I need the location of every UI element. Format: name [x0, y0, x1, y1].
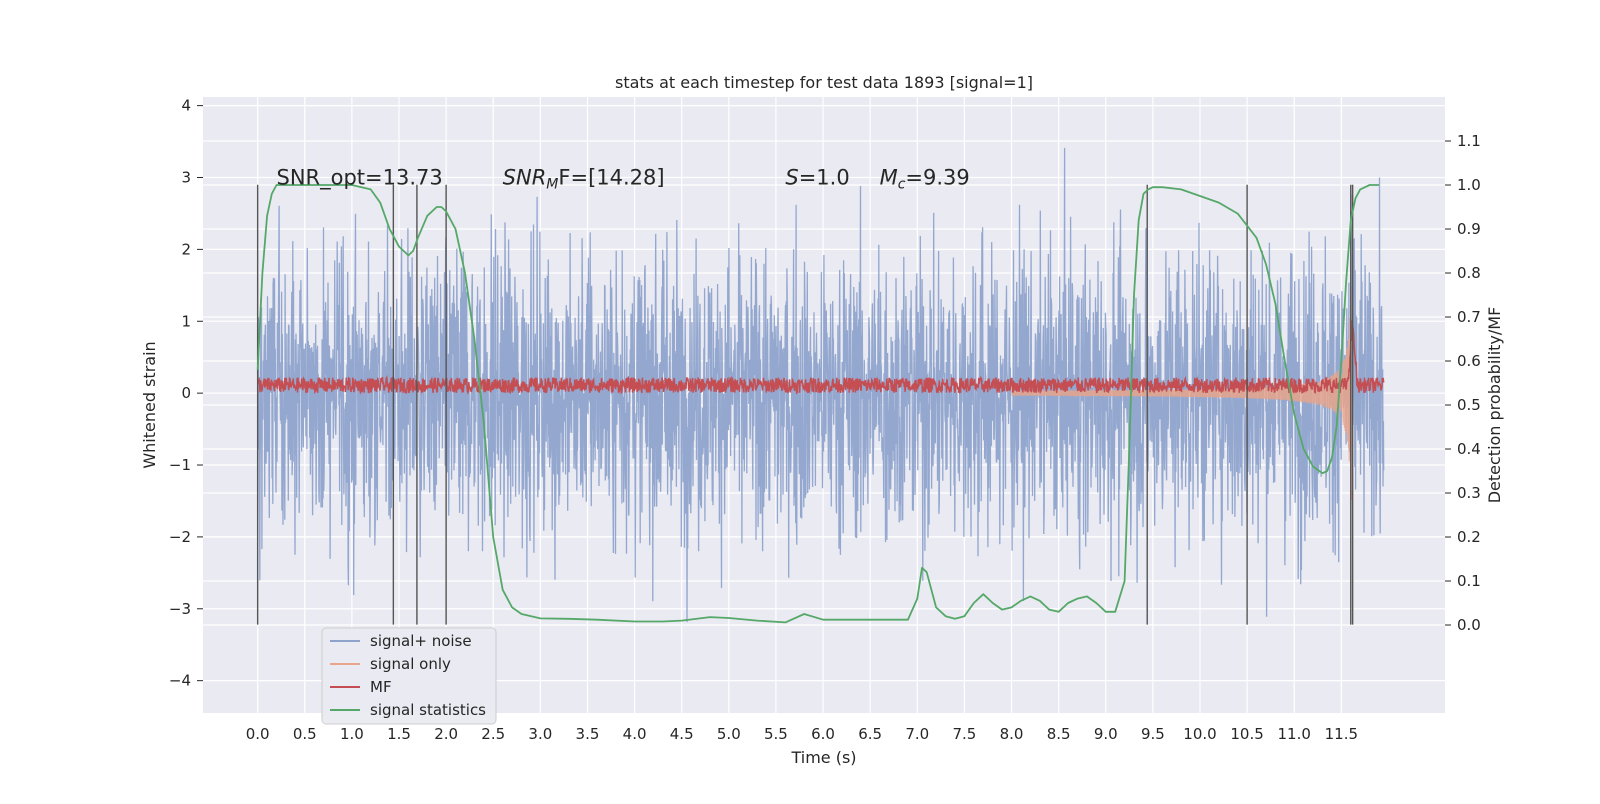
- y-right-tick-label: 0.6: [1457, 352, 1481, 370]
- x-tick-label: 4.5: [670, 725, 694, 743]
- x-tick-label: 1.5: [387, 725, 411, 743]
- x-axis-title: Time (s): [790, 748, 856, 767]
- y-tick-label: −1: [169, 456, 191, 474]
- vertical-markers: [256, 184, 1354, 625]
- annotation-mc: Mc=9.39: [880, 166, 970, 193]
- y-tick-label: −2: [169, 528, 191, 546]
- x-tick-label: 10.0: [1183, 725, 1216, 743]
- signal-noise-line: [257, 147, 1385, 623]
- x-tick-label: 3.0: [528, 725, 552, 743]
- y-tick-label: −3: [169, 600, 191, 618]
- x-tick-label: 8.0: [1000, 725, 1024, 743]
- x-tick-label: 6.0: [811, 725, 835, 743]
- x-tick-label: 4.0: [623, 725, 647, 743]
- x-tick-label: 9.5: [1141, 725, 1165, 743]
- x-tick-label: 6.5: [858, 725, 882, 743]
- signal-only-line: [1011, 286, 1355, 501]
- y-axis-title: Whitened strain: [140, 341, 159, 468]
- x-tick-label: 8.5: [1047, 725, 1071, 743]
- y-right-axis-title: Detection probability/MF: [1485, 307, 1504, 504]
- y-tick-label: 2: [181, 240, 191, 258]
- legend-label: signal statistics: [370, 701, 486, 719]
- x-tick-label: 11.0: [1278, 725, 1311, 743]
- y-right-tick-label: 0.9: [1457, 220, 1481, 238]
- x-tick-label: 9.0: [1094, 725, 1118, 743]
- legend-label: signal+ noise: [370, 632, 472, 650]
- y-right-tick-label: 0.7: [1457, 308, 1481, 326]
- x-tick-label: 2.0: [434, 725, 458, 743]
- x-tick-label: 7.0: [905, 725, 929, 743]
- x-tick-label: 5.0: [717, 725, 741, 743]
- y-right-tick-label: 1.1: [1457, 132, 1481, 150]
- y-right-tick-label: 0.8: [1457, 264, 1481, 282]
- y-tick-label: 0: [181, 384, 191, 402]
- x-tick-label: 2.5: [481, 725, 505, 743]
- y-right-tick-label: 0.2: [1457, 528, 1481, 546]
- mf-line: [256, 320, 1385, 395]
- legend: signal+ noise signal only MF signal statist…: [321, 627, 497, 725]
- y-right-tick-label: 0.5: [1457, 396, 1481, 414]
- x-tick-label: 1.0: [340, 725, 364, 743]
- x-tick-label: 10.5: [1230, 725, 1263, 743]
- y-right-tick-label: 0.4: [1457, 440, 1481, 458]
- ticks: 0.0 0.5 1.0 1.5 2.0 2.5 3.0 3.5 4.0 4.5 5.0 5.5 6.0 6…: [169, 97, 1481, 743]
- series-signal-only: [1011, 286, 1355, 501]
- chart-title: stats at each timestep for test data 189…: [615, 73, 1033, 92]
- x-tick-label: 3.5: [576, 725, 600, 743]
- y-tick-label: 1: [181, 312, 191, 330]
- x-tick-label: 0.5: [293, 725, 317, 743]
- y-right-tick-label: 1.0: [1457, 176, 1481, 194]
- series-signal-noise: [257, 147, 1385, 623]
- signal-statistics-line: [256, 184, 1379, 624]
- legend-label: signal only: [370, 655, 451, 673]
- x-tick-label: 11.5: [1325, 725, 1358, 743]
- x-tick-label: 5.5: [764, 725, 788, 743]
- y-tick-label: 4: [181, 97, 191, 115]
- annotation-s: S=1.0: [785, 166, 849, 190]
- legend-label: MF: [370, 678, 392, 696]
- annotation-snr-opt: SNR_opt=13.73: [277, 166, 443, 191]
- y-right-tick-label: 0.3: [1457, 484, 1481, 502]
- x-tick-label: 0.0: [246, 725, 270, 743]
- y-right-tick-label: 0.0: [1457, 616, 1481, 634]
- legend-box: [321, 627, 497, 725]
- y-tick-label: −4: [169, 672, 191, 690]
- series-mf: [256, 320, 1385, 395]
- x-tick-label: 7.5: [952, 725, 976, 743]
- annotations: SNR_opt=13.73 SNRMF=[14.28] S=1.0 Mc=9.39: [277, 166, 970, 193]
- series-signal-statistics: [256, 184, 1379, 624]
- y-tick-label: 3: [181, 169, 191, 187]
- y-right-tick-label: 0.1: [1457, 572, 1481, 590]
- annotation-snr-mf: SNRMF=[14.28]: [503, 166, 665, 193]
